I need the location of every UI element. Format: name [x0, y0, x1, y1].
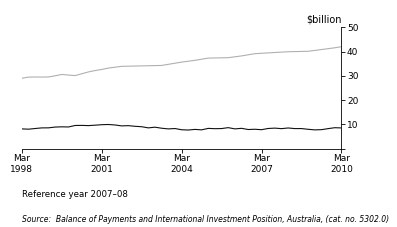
- Text: Source:  Balance of Payments and International Investment Position, Australia, (: Source: Balance of Payments and Internat…: [22, 215, 389, 225]
- Text: $billion: $billion: [306, 15, 341, 25]
- Text: Reference year 2007–08: Reference year 2007–08: [22, 190, 128, 200]
